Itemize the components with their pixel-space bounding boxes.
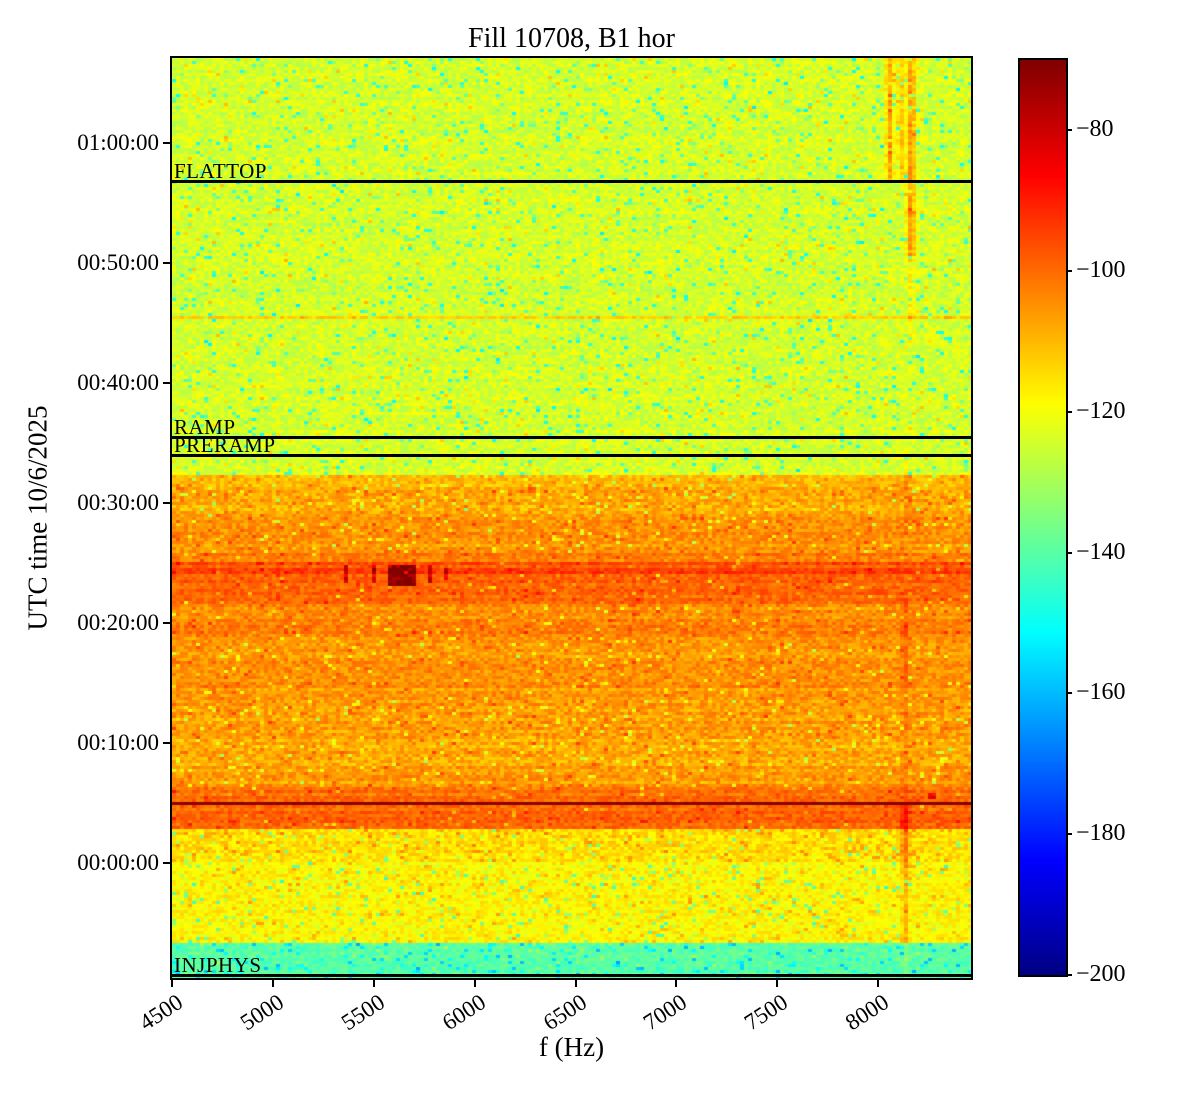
beam-mode-label-flattop: FLATTOP	[174, 158, 267, 183]
spectrogram-canvas	[172, 58, 971, 978]
x-tick-label: 6500	[538, 989, 591, 1036]
colorbar-tick-mark	[1066, 129, 1072, 132]
x-tick-label: 5000	[235, 989, 288, 1036]
beam-mode-line-ramp	[172, 436, 971, 440]
colorbar-tick-mark	[1066, 551, 1072, 554]
y-tick-label: 00:00:00	[77, 849, 159, 875]
y-tick-mark	[163, 261, 170, 264]
x-tick-label: 7500	[740, 989, 793, 1036]
colorbar	[1018, 58, 1068, 977]
colorbar-tick-label: −100	[1076, 257, 1126, 284]
colorbar-tick-mark	[1066, 833, 1072, 836]
colorbar-tick-mark	[1066, 270, 1072, 273]
y-tick-label: 00:40:00	[77, 369, 159, 395]
colorbar-tick-mark	[1066, 410, 1072, 413]
x-tick-mark	[675, 980, 678, 987]
plot-area: FLATTOP RAMP PRERAMP INJPHYS	[170, 56, 973, 980]
y-tick-mark	[163, 621, 170, 624]
x-tick-mark	[574, 980, 577, 987]
y-tick-label: 01:00:00	[77, 129, 159, 155]
colorbar-tick-label: −80	[1076, 116, 1114, 143]
colorbar-tick-label: −120	[1076, 397, 1126, 424]
x-tick-label: 8000	[841, 989, 894, 1036]
y-tick-mark	[163, 141, 170, 144]
beam-mode-line-preramp	[172, 454, 971, 458]
beam-mode-label-injphys: INJPHYS	[174, 953, 262, 977]
y-tick-label: 00:30:00	[77, 489, 159, 515]
x-tick-mark	[877, 980, 880, 987]
y-tick-label: 00:10:00	[77, 729, 159, 755]
colorbar-tick-label: −140	[1076, 538, 1126, 565]
x-tick-label: 5500	[336, 989, 389, 1036]
colorbar-tick-label: −200	[1076, 961, 1126, 987]
x-tick-mark	[776, 980, 779, 987]
x-tick-mark	[171, 980, 173, 987]
y-axis-label: UTC time 10/6/2025	[22, 405, 53, 631]
beam-mode-label-ramp: RAMP	[174, 414, 236, 439]
beam-mode-label-preramp: PRERAMP	[174, 432, 276, 457]
colorbar-tick-mark	[1066, 692, 1072, 695]
x-tick-mark	[372, 980, 375, 987]
colorbar-canvas	[1020, 60, 1066, 975]
y-tick-mark	[163, 381, 170, 384]
x-tick-mark	[473, 980, 476, 987]
y-tick-label: 00:20:00	[77, 609, 159, 635]
colorbar-tick-mark	[1066, 974, 1072, 976]
x-tick-label: 4500	[134, 989, 188, 1036]
y-tick-label: 00:50:00	[77, 249, 159, 275]
x-axis-label: f (Hz)	[538, 1032, 605, 1062]
colorbar-tick-label: −160	[1076, 679, 1126, 706]
beam-mode-line-flattop	[172, 180, 971, 184]
colorbar-tick-label: −180	[1076, 820, 1126, 847]
y-tick-mark	[163, 861, 170, 864]
x-tick-label: 6000	[437, 989, 490, 1036]
y-tick-mark	[163, 741, 170, 744]
y-tick-mark	[163, 501, 170, 504]
chart-title: Fill 10708, B1 hor	[468, 23, 675, 54]
x-tick-mark	[271, 980, 274, 987]
x-tick-label: 7000	[639, 989, 692, 1036]
beam-mode-line-injphys	[172, 973, 971, 977]
